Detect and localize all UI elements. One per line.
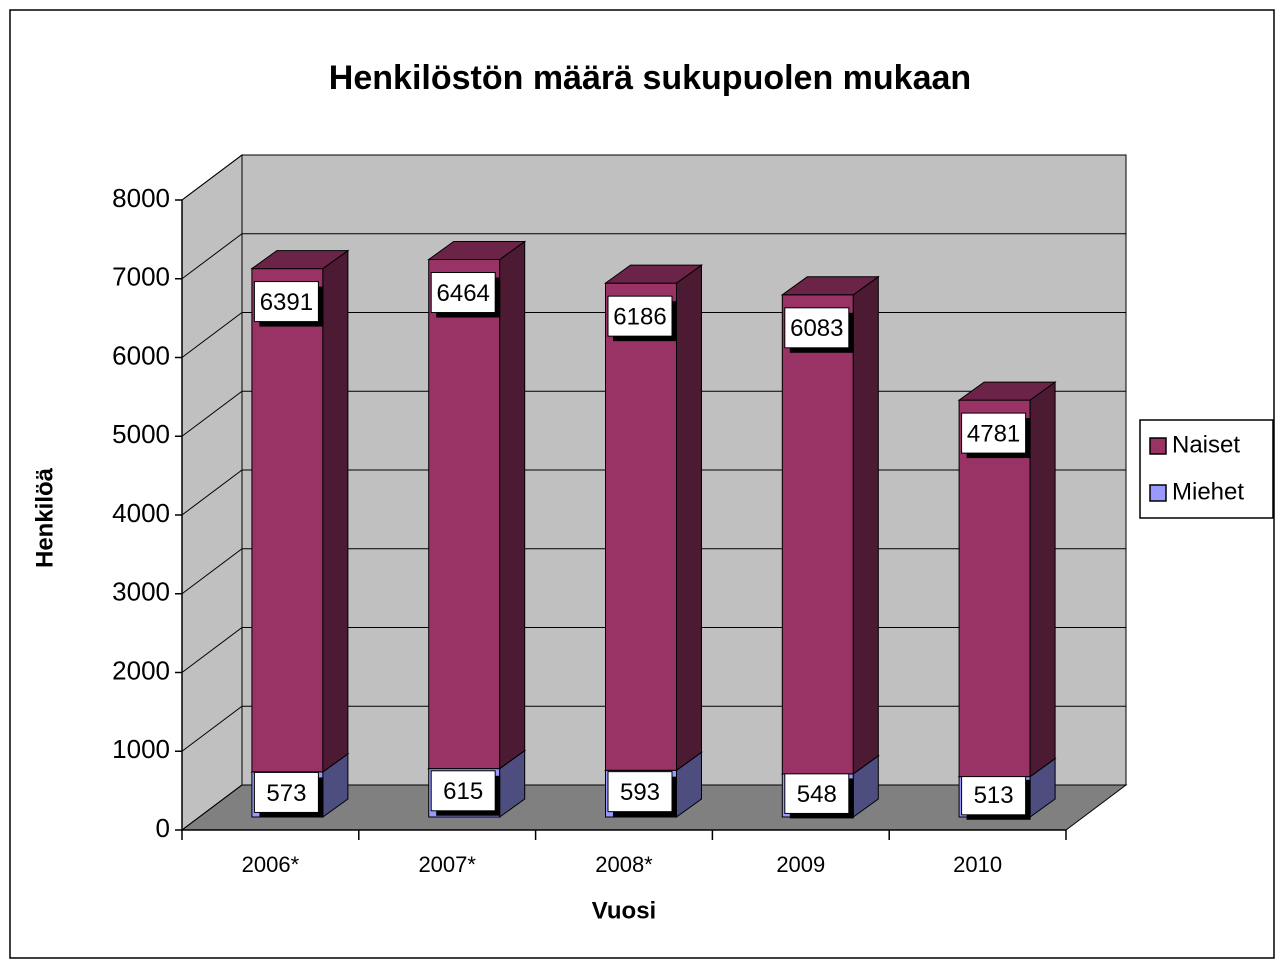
bar-top (957, 381, 1057, 401)
y-axis-title: Henkilöä (31, 467, 58, 568)
data-label: 615 (443, 778, 483, 805)
data-label-box (607, 771, 673, 813)
data-label-box (961, 774, 1027, 816)
legend-label: Miehet (1172, 478, 1244, 505)
data-label-box (430, 272, 496, 314)
data-label-box (961, 412, 1027, 454)
bar-top (250, 250, 350, 270)
data-label: 593 (620, 779, 660, 806)
grid-line (181, 233, 1126, 280)
data-label: 4781 (967, 420, 1020, 447)
bar-top (427, 241, 527, 261)
data-label: 6464 (437, 280, 490, 307)
bar-segment (958, 399, 1031, 778)
y-tick-label: 6000 (112, 340, 170, 370)
data-label-box (784, 772, 850, 814)
grid-line (181, 154, 1126, 201)
data-label: 6391 (260, 289, 313, 316)
y-tick-label: 3000 (112, 577, 170, 607)
legend-label: Naiset (1172, 431, 1240, 458)
data-label: 6083 (790, 315, 843, 342)
data-label-box (253, 771, 319, 813)
x-tick-label: 2006* (242, 852, 300, 877)
bar-side (1029, 381, 1056, 778)
bar-segment (428, 259, 501, 770)
bar-segment (251, 268, 324, 773)
chart-title: Henkilöstön määrä sukupuolen mukaan (329, 59, 971, 97)
bar-top (603, 264, 704, 284)
x-axis-title: Vuosi (592, 897, 656, 924)
data-label-box (430, 770, 496, 812)
y-tick-label: 0 (156, 813, 170, 843)
bar-side (322, 249, 349, 773)
x-tick-label: 2008* (595, 852, 653, 877)
x-tick-label: 2007* (418, 852, 476, 877)
data-label: 548 (797, 781, 837, 808)
data-label-box (784, 307, 850, 349)
bar-side (852, 275, 879, 775)
x-tick-label: 2009 (776, 852, 825, 877)
y-tick-label: 5000 (112, 419, 170, 449)
data-label: 513 (974, 782, 1014, 809)
data-label: 573 (266, 780, 306, 807)
y-tick-label: 7000 (112, 262, 170, 292)
y-tick-label: 1000 (112, 734, 170, 764)
data-label-box (607, 295, 673, 337)
data-label-box (253, 281, 319, 323)
bar-segment (781, 294, 854, 775)
bar-side (499, 240, 526, 770)
bar-top (780, 276, 880, 296)
bar-segment (605, 282, 677, 771)
y-tick-label: 8000 (112, 183, 170, 213)
legend-swatch (1149, 484, 1167, 502)
x-tick-label: 2010 (953, 852, 1002, 877)
y-tick-label: 4000 (112, 498, 170, 528)
bar-side (676, 264, 702, 772)
legend-swatch (1149, 437, 1167, 455)
y-tick-label: 2000 (112, 655, 170, 685)
data-label: 6186 (613, 303, 666, 330)
